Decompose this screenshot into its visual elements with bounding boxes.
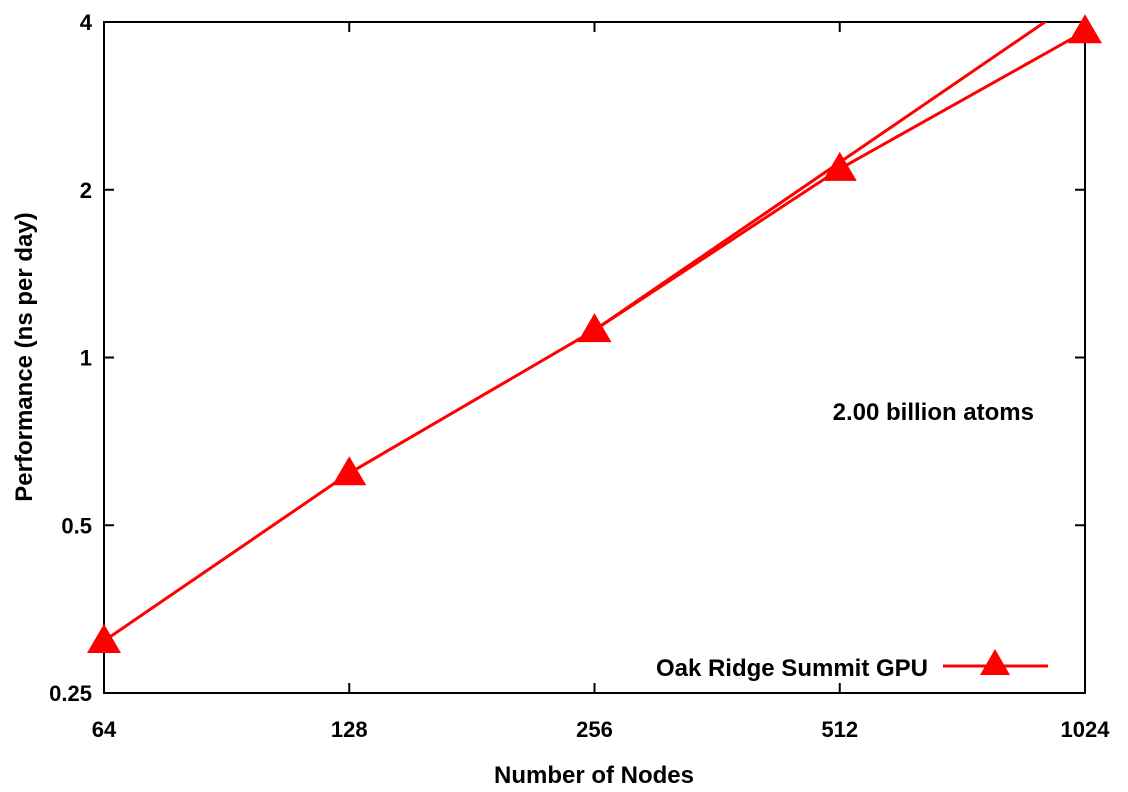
data-point-marker xyxy=(87,623,121,653)
legend: Oak Ridge Summit GPU xyxy=(656,649,1048,682)
x-axis-label: Number of Nodes xyxy=(494,762,694,789)
data-point-marker xyxy=(332,456,367,486)
legend-label: Oak Ridge Summit GPU xyxy=(656,655,928,682)
x-tick-label: 64 xyxy=(92,717,117,742)
plot-frame xyxy=(103,21,1086,694)
y-tick-label: 0.5 xyxy=(61,513,92,538)
x-tick-label: 1024 xyxy=(1061,717,1111,742)
data-point-marker xyxy=(1068,14,1102,44)
y-axis-label: Performance (ns per day) xyxy=(11,212,38,501)
x-tick-label: 128 xyxy=(331,717,368,742)
legend-marker xyxy=(980,649,1010,675)
tick-labels: 64 128 256 512 1024 0.25 0.5 1 2 4 xyxy=(49,10,1110,742)
y-tick-label: 4 xyxy=(80,10,93,35)
y-tick-label: 1 xyxy=(80,346,92,371)
x-tick-label: 512 xyxy=(821,717,858,742)
series-layer xyxy=(87,14,1102,653)
y-tick-label: 0.25 xyxy=(49,681,92,706)
data-point-marker xyxy=(577,313,612,343)
x-tick-label: 256 xyxy=(576,717,613,742)
axis-ticks xyxy=(103,21,1086,694)
y-tick-label: 2 xyxy=(80,178,92,203)
annotation-text: 2.00 billion atoms xyxy=(833,399,1034,426)
data-point-marker xyxy=(822,151,857,181)
